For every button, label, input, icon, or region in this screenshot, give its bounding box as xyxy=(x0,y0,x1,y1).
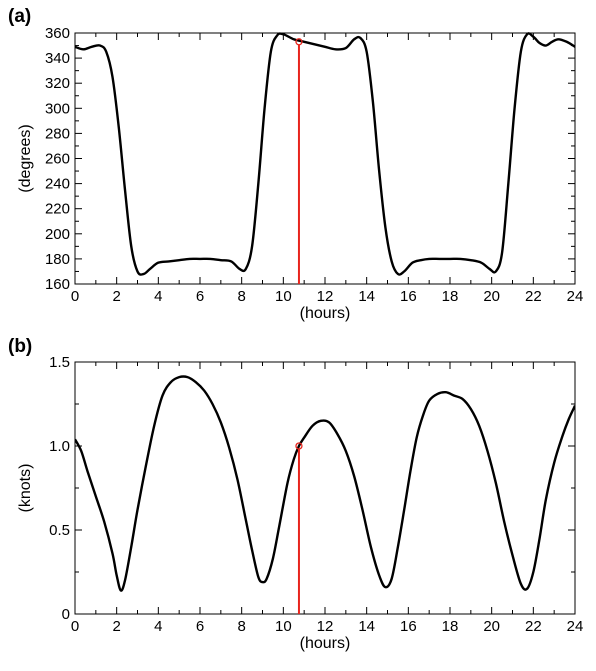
y-tick-label: 200 xyxy=(45,226,70,243)
x-tick-label: 22 xyxy=(525,618,542,635)
x-tick-label: 8 xyxy=(237,288,245,305)
x-tick-label: 14 xyxy=(358,618,375,635)
marker-point xyxy=(295,38,303,46)
marker-point xyxy=(295,442,303,450)
x-tick-label: 0 xyxy=(71,618,79,635)
x-axis-label: (hours) xyxy=(300,305,351,322)
x-tick-label: 24 xyxy=(567,618,584,635)
x-tick-label: 16 xyxy=(400,288,417,305)
x-tick-label: 24 xyxy=(567,288,584,305)
series-line xyxy=(75,32,575,276)
y-tick-label: 0 xyxy=(62,606,70,623)
chart-panel-a: (a)0 2 4 6 8 10 12 14 16 18 20 22 241601802002202402… xyxy=(8,6,583,322)
chart-panel-b: (b)0 2 4 6 8 10 12 14 16 18 20 22 2400.51.01.5(hours… xyxy=(8,336,583,652)
y-tick-label: 180 xyxy=(45,251,70,268)
panel-label: (b) xyxy=(8,336,32,357)
plot-frame xyxy=(74,361,576,615)
y-tick-label: 260 xyxy=(45,151,70,168)
y-axis-label: (knots) xyxy=(17,464,34,513)
x-tick-label: 6 xyxy=(196,288,204,305)
y-tick-label: 280 xyxy=(45,125,70,142)
panel-label: (a) xyxy=(8,6,31,27)
series-line xyxy=(75,375,575,592)
x-tick-label: 12 xyxy=(317,618,334,635)
x-axis-label: (hours) xyxy=(300,635,351,652)
y-axis-label: (degrees) xyxy=(17,124,34,192)
y-tick-label: 240 xyxy=(45,176,70,193)
x-tick-label: 4 xyxy=(154,288,162,305)
y-tick-label: 220 xyxy=(45,201,70,218)
x-tick-label: 10 xyxy=(275,618,292,635)
x-tick-label: 2 xyxy=(112,618,120,635)
x-tick-label: 22 xyxy=(525,288,542,305)
plot-frame xyxy=(74,32,576,285)
x-tick-label: 12 xyxy=(317,288,334,305)
x-tick-label: 4 xyxy=(154,618,162,635)
x-tick-label: 18 xyxy=(442,618,459,635)
y-tick-label: 0.5 xyxy=(49,522,70,539)
x-tick-label: 14 xyxy=(358,288,375,305)
x-tick-label: 20 xyxy=(483,288,500,305)
y-tick-label: 1.0 xyxy=(49,438,70,455)
y-tick-label: 320 xyxy=(45,75,70,92)
x-tick-label: 10 xyxy=(275,288,292,305)
x-tick-label: 18 xyxy=(442,288,459,305)
y-tick-label: 1.5 xyxy=(49,354,70,371)
x-tick-label: 8 xyxy=(237,618,245,635)
y-tick-label: 360 xyxy=(45,25,70,42)
x-tick-label: 6 xyxy=(196,618,204,635)
y-tick-label: 160 xyxy=(45,276,70,293)
y-tick-label: 300 xyxy=(45,100,70,117)
x-tick-label: 2 xyxy=(112,288,120,305)
y-tick-label: 340 xyxy=(45,50,70,67)
x-tick-label: 20 xyxy=(483,618,500,635)
x-tick-label: 16 xyxy=(400,618,417,635)
x-tick-label: 0 xyxy=(71,288,79,305)
